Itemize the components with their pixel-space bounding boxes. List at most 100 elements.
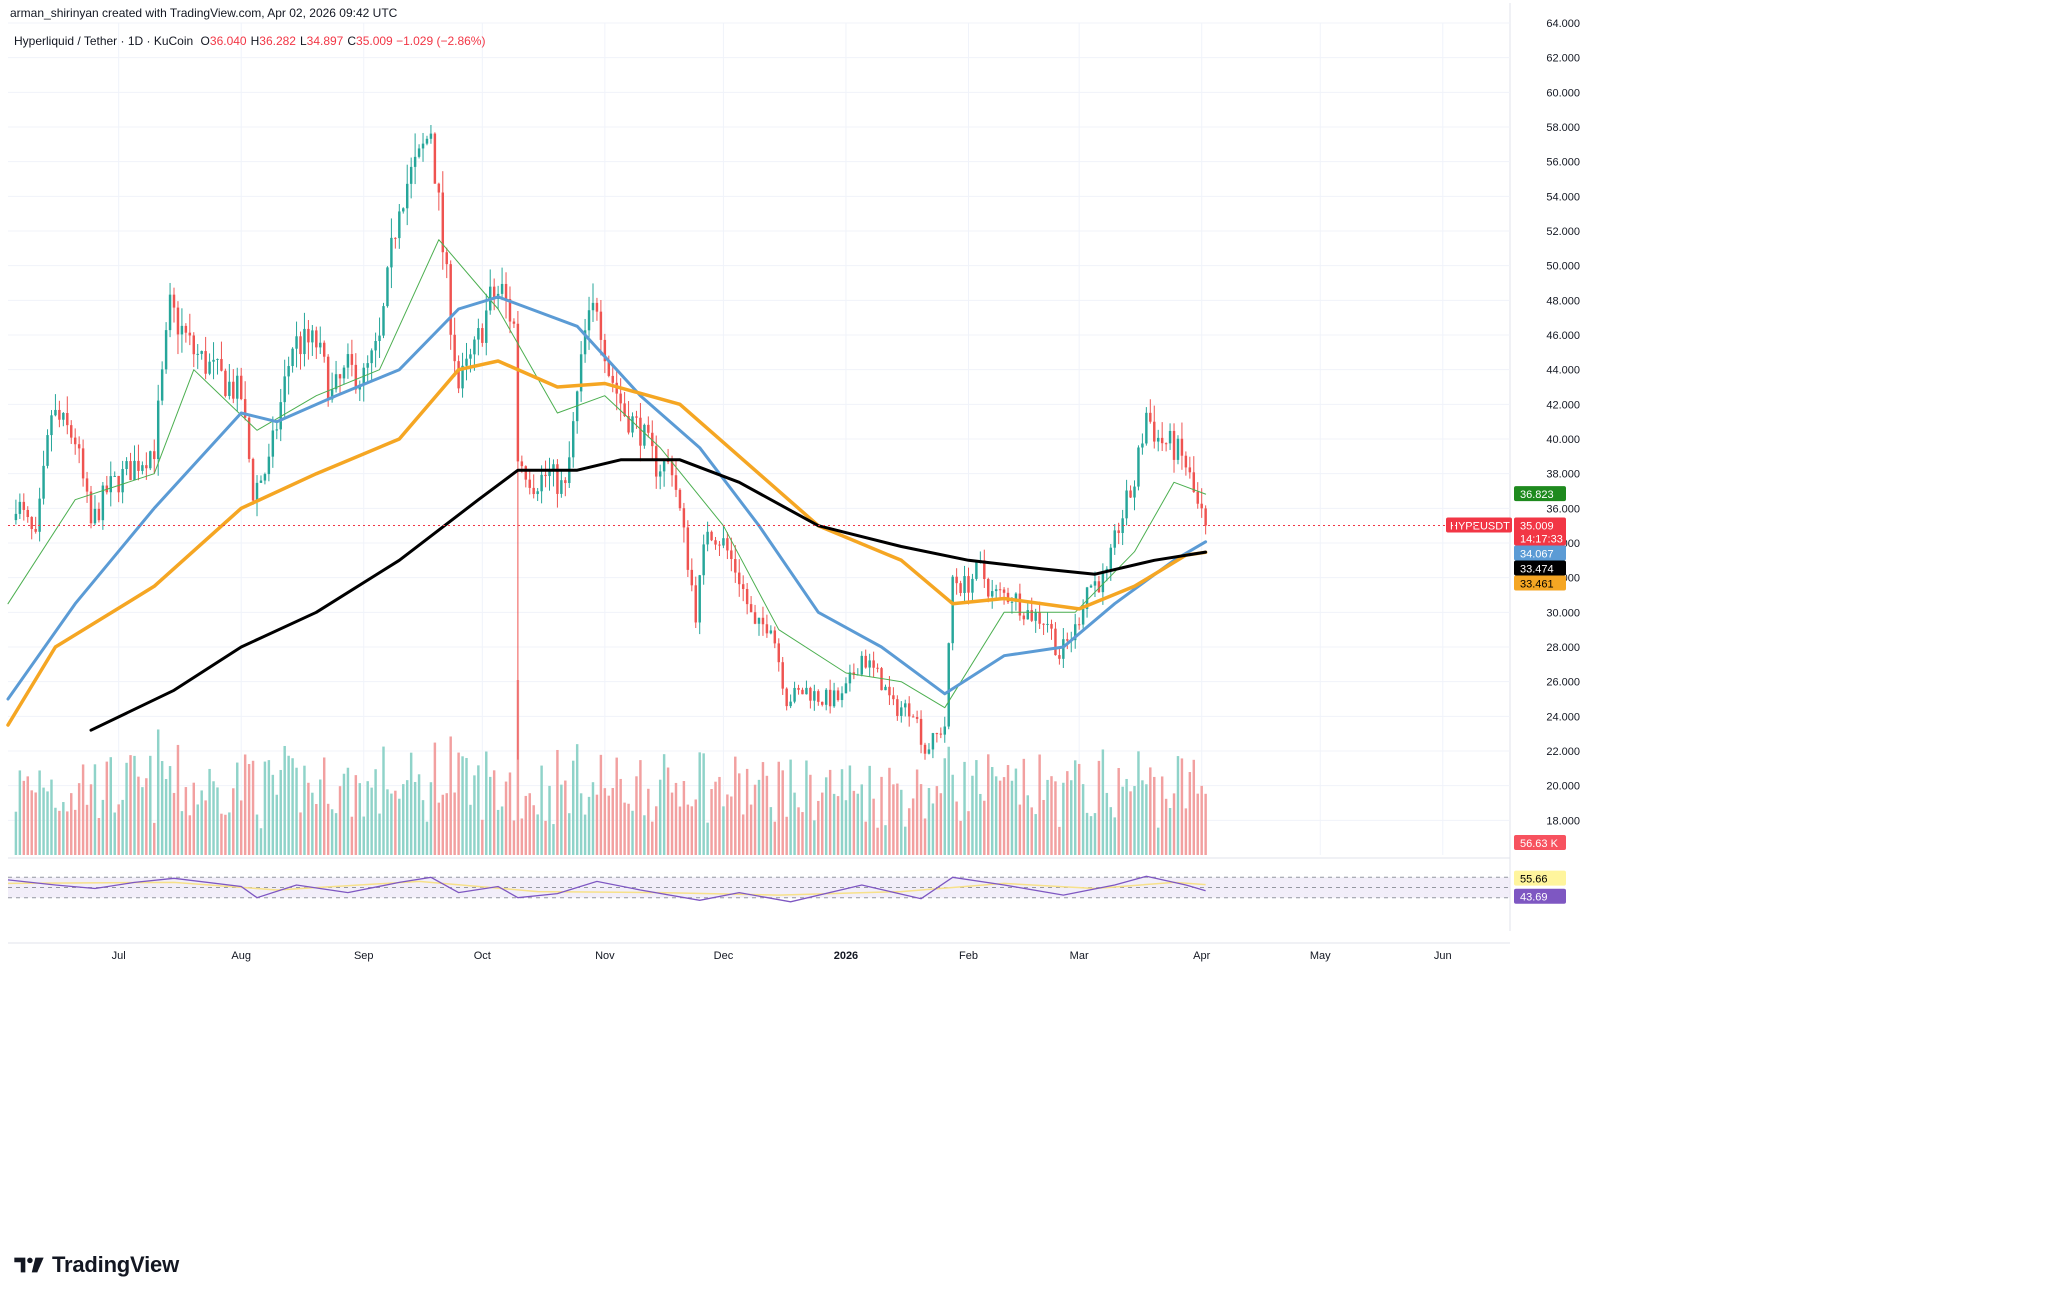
candle-body — [1133, 486, 1136, 498]
time-axis[interactable]: Jul Aug Sep Oct Nov Dec 2026 Feb Mar Apr May Jun — [112, 950, 1452, 962]
volume-bar — [655, 806, 658, 855]
candle-body — [14, 513, 18, 521]
candle-body — [777, 643, 780, 663]
price-tag-value: 33.474 — [1520, 564, 1554, 576]
volume-bar — [216, 787, 219, 855]
candle-body — [437, 183, 441, 193]
volume-bar — [228, 812, 231, 855]
candle-body — [70, 425, 73, 438]
rsi-tag — [1514, 870, 1566, 886]
volume-bar — [153, 822, 156, 855]
candle-body — [1014, 593, 1018, 602]
candle-body — [1018, 593, 1022, 616]
volume-bar — [540, 765, 543, 855]
candle-body — [686, 527, 690, 570]
candle-body — [1176, 438, 1180, 460]
volume-bar — [595, 794, 599, 855]
volume-bar — [1089, 816, 1093, 855]
time-tick-label: Sep — [354, 950, 374, 962]
volume-bar — [900, 789, 903, 855]
candle-body — [655, 446, 658, 477]
time-tick-label: 2026 — [834, 950, 858, 962]
candle-body — [382, 306, 385, 336]
candle-body — [939, 733, 943, 735]
candle-body — [726, 538, 729, 551]
volume-bar — [1105, 792, 1109, 855]
volume-bar — [686, 804, 690, 855]
candle-body — [520, 461, 524, 467]
volume-bar — [1160, 776, 1164, 855]
volume-bar — [627, 803, 630, 855]
volume-bar — [943, 758, 946, 855]
volume-bar — [761, 762, 765, 855]
volume-bar — [46, 791, 49, 855]
candle-body — [828, 689, 832, 707]
brand-name: TradingView — [52, 1252, 179, 1277]
candle-body — [477, 328, 480, 340]
volume-bars — [14, 680, 1207, 855]
volume-bar — [998, 780, 1002, 855]
candle-body — [678, 489, 682, 509]
candle-body — [682, 508, 686, 528]
candle-body — [85, 478, 89, 492]
volume-bar — [1085, 812, 1089, 855]
volume-bar — [496, 809, 500, 855]
candle-body — [710, 531, 713, 541]
volume-bar — [176, 744, 180, 855]
volume-tag — [1514, 835, 1566, 850]
price-tick-label: 40.000 — [1546, 434, 1580, 446]
candle-body — [1097, 581, 1101, 593]
candle-body — [1117, 530, 1120, 533]
volume-bar — [141, 787, 144, 855]
candle-body — [311, 330, 314, 343]
volume-bar — [322, 757, 326, 855]
candle-body — [485, 310, 488, 343]
volume-bar — [753, 784, 757, 855]
candle-body — [22, 501, 26, 510]
candle-body — [781, 662, 784, 689]
candle-body — [947, 643, 950, 727]
candle-body — [801, 689, 804, 695]
candle-body — [425, 138, 429, 144]
candle-body — [971, 578, 974, 593]
volume-bar — [38, 770, 41, 855]
candle-body — [1113, 530, 1116, 548]
tradingview-brand[interactable]: TradingView — [12, 1252, 179, 1278]
candle-body — [1030, 610, 1033, 621]
volume-bar — [338, 786, 342, 855]
volume-bar — [915, 769, 919, 855]
ma-fast-line — [7, 239, 1207, 709]
candle-body — [500, 283, 504, 294]
candle-body — [943, 726, 946, 735]
candle-body — [789, 701, 792, 707]
candle-body — [180, 325, 184, 335]
price-tick-label: 20.000 — [1546, 781, 1580, 793]
candle-body — [738, 572, 741, 585]
price-axis[interactable]: 64.000 62.000 60.000 58.000 56.000 54.000 52.0… — [1546, 18, 1580, 827]
candle-body — [876, 667, 879, 669]
volume-bar — [421, 800, 425, 855]
candle-body — [607, 361, 611, 376]
candle-body — [556, 464, 559, 494]
candle-body — [421, 143, 425, 149]
volume-bar — [156, 729, 160, 855]
volume-bar — [1010, 780, 1014, 855]
volume-bar — [1097, 760, 1101, 855]
volume-bar — [180, 811, 184, 855]
volume-bar — [666, 767, 670, 855]
symbol-name[interactable]: Hyperliquid / Tether · 1D · KuCoin — [14, 34, 194, 48]
candle-body — [595, 302, 599, 312]
volume-bar — [583, 814, 587, 855]
volume-bar — [287, 755, 290, 855]
price-tick-label: 30.000 — [1546, 607, 1580, 619]
volume-bar — [611, 787, 614, 855]
candle-body — [1164, 443, 1168, 445]
candle-body — [1129, 490, 1132, 498]
ma-long-line — [89, 458, 1208, 732]
ohlc-c: C35.009 — [347, 34, 393, 48]
candle-body — [93, 508, 97, 524]
candle-body — [109, 476, 112, 493]
volume-bar — [73, 809, 77, 855]
candle-body — [603, 339, 607, 362]
